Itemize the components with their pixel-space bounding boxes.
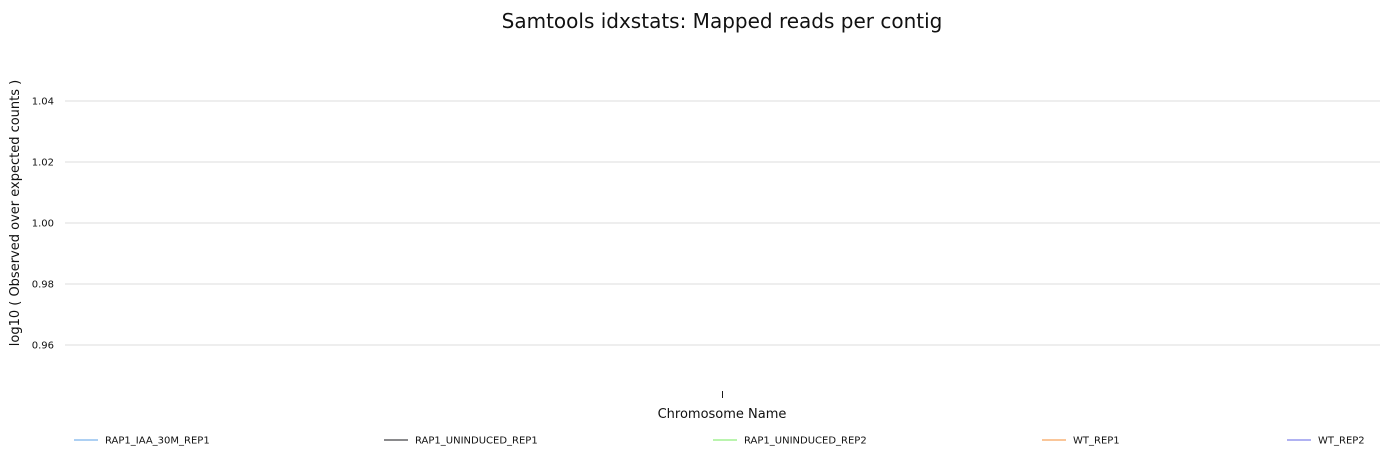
y-tick-label: 1.04 [32,97,54,108]
y-tick-label: 0.96 [32,341,54,352]
x-tick-label: I [721,390,724,401]
y-axis-label: log10 ( Observed over expected counts ) [8,80,23,347]
x-axis-label: Chromosome Name [658,407,787,422]
y-tick-label: 1.00 [32,219,54,230]
y-tick-label: 1.02 [32,158,54,169]
x-tick-labels: I [721,390,724,401]
legend: RAP1_IAA_30M_REP1 RAP1_UNINDUCED_REP1 RAP1… [74,436,1365,447]
y-tick-label: 0.98 [32,280,54,291]
legend-label: WT_REP1 [1073,436,1120,447]
legend-label: WT_REP2 [1318,436,1365,447]
grid-lines [65,100,1380,346]
legend-label: RAP1_IAA_30M_REP1 [105,436,210,447]
y-tick-labels: 0.96 0.98 1.00 1.02 1.04 [32,97,54,352]
legend-label: RAP1_UNINDUCED_REP1 [415,436,538,447]
legend-label: RAP1_UNINDUCED_REP2 [744,436,867,447]
chart-title: Samtools idxstats: Mapped reads per cont… [502,9,943,33]
